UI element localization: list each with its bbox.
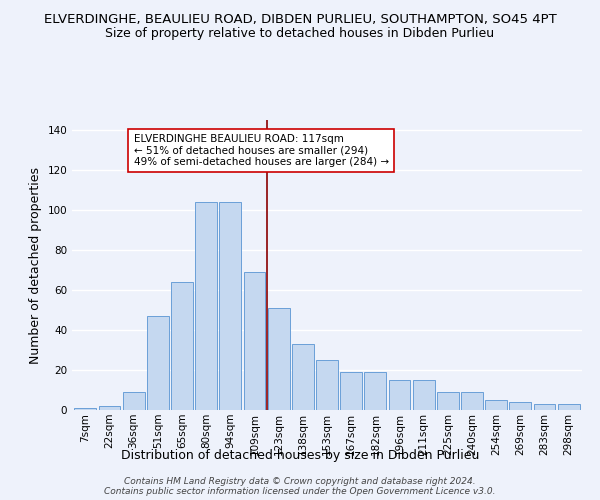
Text: Size of property relative to detached houses in Dibden Purlieu: Size of property relative to detached ho… — [106, 28, 494, 40]
Bar — [340, 372, 362, 410]
Bar — [364, 372, 386, 410]
Bar — [316, 360, 338, 410]
Bar — [509, 402, 531, 410]
Bar — [413, 380, 434, 410]
Bar — [244, 272, 265, 410]
Text: ELVERDINGHE, BEAULIEU ROAD, DIBDEN PURLIEU, SOUTHAMPTON, SO45 4PT: ELVERDINGHE, BEAULIEU ROAD, DIBDEN PURLI… — [44, 12, 556, 26]
Bar — [98, 406, 121, 410]
Bar — [268, 308, 290, 410]
Bar — [461, 392, 483, 410]
Bar — [485, 400, 507, 410]
Bar — [558, 404, 580, 410]
Bar — [220, 202, 241, 410]
Bar — [195, 202, 217, 410]
Bar — [123, 392, 145, 410]
Bar — [171, 282, 193, 410]
Bar — [533, 404, 556, 410]
Text: ELVERDINGHE BEAULIEU ROAD: 117sqm
← 51% of detached houses are smaller (294)
49%: ELVERDINGHE BEAULIEU ROAD: 117sqm ← 51% … — [134, 134, 389, 167]
Text: Contains public sector information licensed under the Open Government Licence v3: Contains public sector information licen… — [104, 486, 496, 496]
Y-axis label: Number of detached properties: Number of detached properties — [29, 166, 42, 364]
Bar — [389, 380, 410, 410]
Bar — [74, 408, 96, 410]
Text: Contains HM Land Registry data © Crown copyright and database right 2024.: Contains HM Land Registry data © Crown c… — [124, 476, 476, 486]
Bar — [292, 344, 314, 410]
Bar — [437, 392, 459, 410]
Bar — [147, 316, 169, 410]
Text: Distribution of detached houses by size in Dibden Purlieu: Distribution of detached houses by size … — [121, 448, 479, 462]
